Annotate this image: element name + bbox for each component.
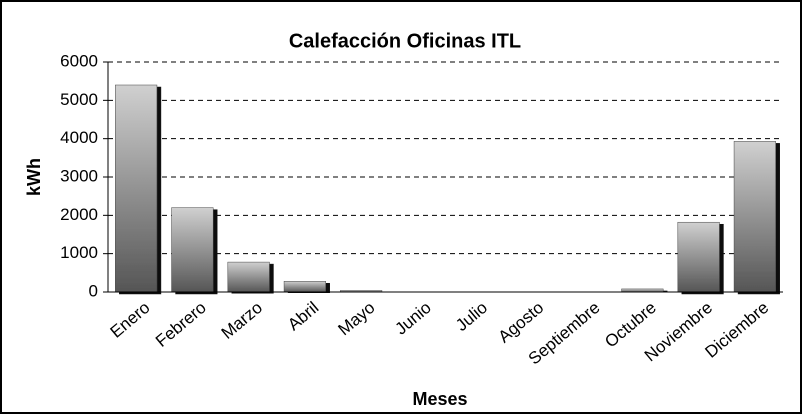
chart-title: Calefacción Oficinas ITL (289, 30, 521, 52)
bar (677, 221, 720, 293)
y-axis-title: kWh (24, 158, 44, 196)
y-tick-label: 3000 (60, 166, 98, 185)
y-tick-label: 5000 (60, 90, 98, 109)
bar (115, 84, 158, 293)
y-tick-label: 0 (89, 281, 98, 300)
y-tick-label: 2000 (60, 205, 98, 224)
y-tick-label: 1000 (60, 243, 98, 262)
x-axis-title: Meses (412, 389, 467, 409)
bar (171, 207, 214, 293)
bar (733, 141, 776, 293)
bar (227, 261, 270, 293)
y-tick-label: 6000 (60, 51, 98, 70)
y-tick-label: 4000 (60, 128, 98, 147)
bar (283, 281, 326, 293)
